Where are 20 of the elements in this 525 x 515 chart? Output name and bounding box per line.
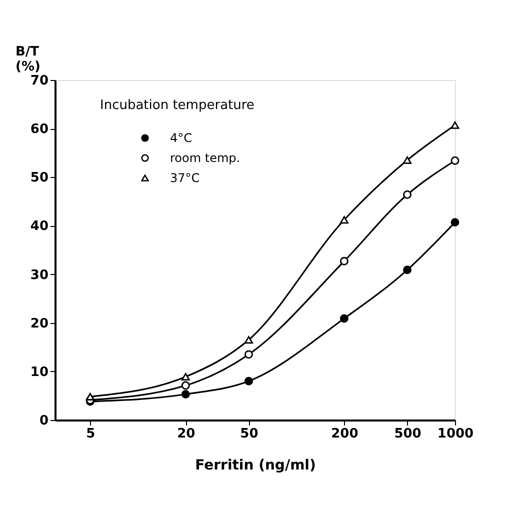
x-tick-label: 1000 — [437, 426, 474, 442]
x-tick-label: 500 — [394, 426, 422, 442]
legend-label: room temp. — [170, 151, 240, 165]
legend-title: Incubation temperature — [100, 98, 254, 113]
legend-label: 37°C — [170, 171, 200, 185]
x-tick-label: 5 — [86, 426, 96, 442]
y-tick-label: 30 — [30, 268, 48, 283]
y-tick-label: 60 — [30, 122, 48, 138]
y-tick-label: 10 — [30, 364, 48, 380]
y-tick-label: 70 — [30, 74, 48, 88]
y-tick-label: 40 — [30, 219, 48, 234]
y-tick-label: 0 — [39, 414, 48, 428]
y-tick-label: 20 — [30, 316, 48, 332]
legend-label: 4°C — [170, 131, 192, 145]
y-tick-label: 50 — [30, 170, 48, 186]
y-axis-title: B/T (%) — [16, 44, 40, 74]
x-tick-label: 50 — [240, 426, 258, 442]
x-tick-label: 200 — [331, 426, 358, 442]
x-tick-label: 20 — [177, 426, 196, 442]
x-axis-title: Ferritin (ng/ml) — [195, 458, 316, 474]
